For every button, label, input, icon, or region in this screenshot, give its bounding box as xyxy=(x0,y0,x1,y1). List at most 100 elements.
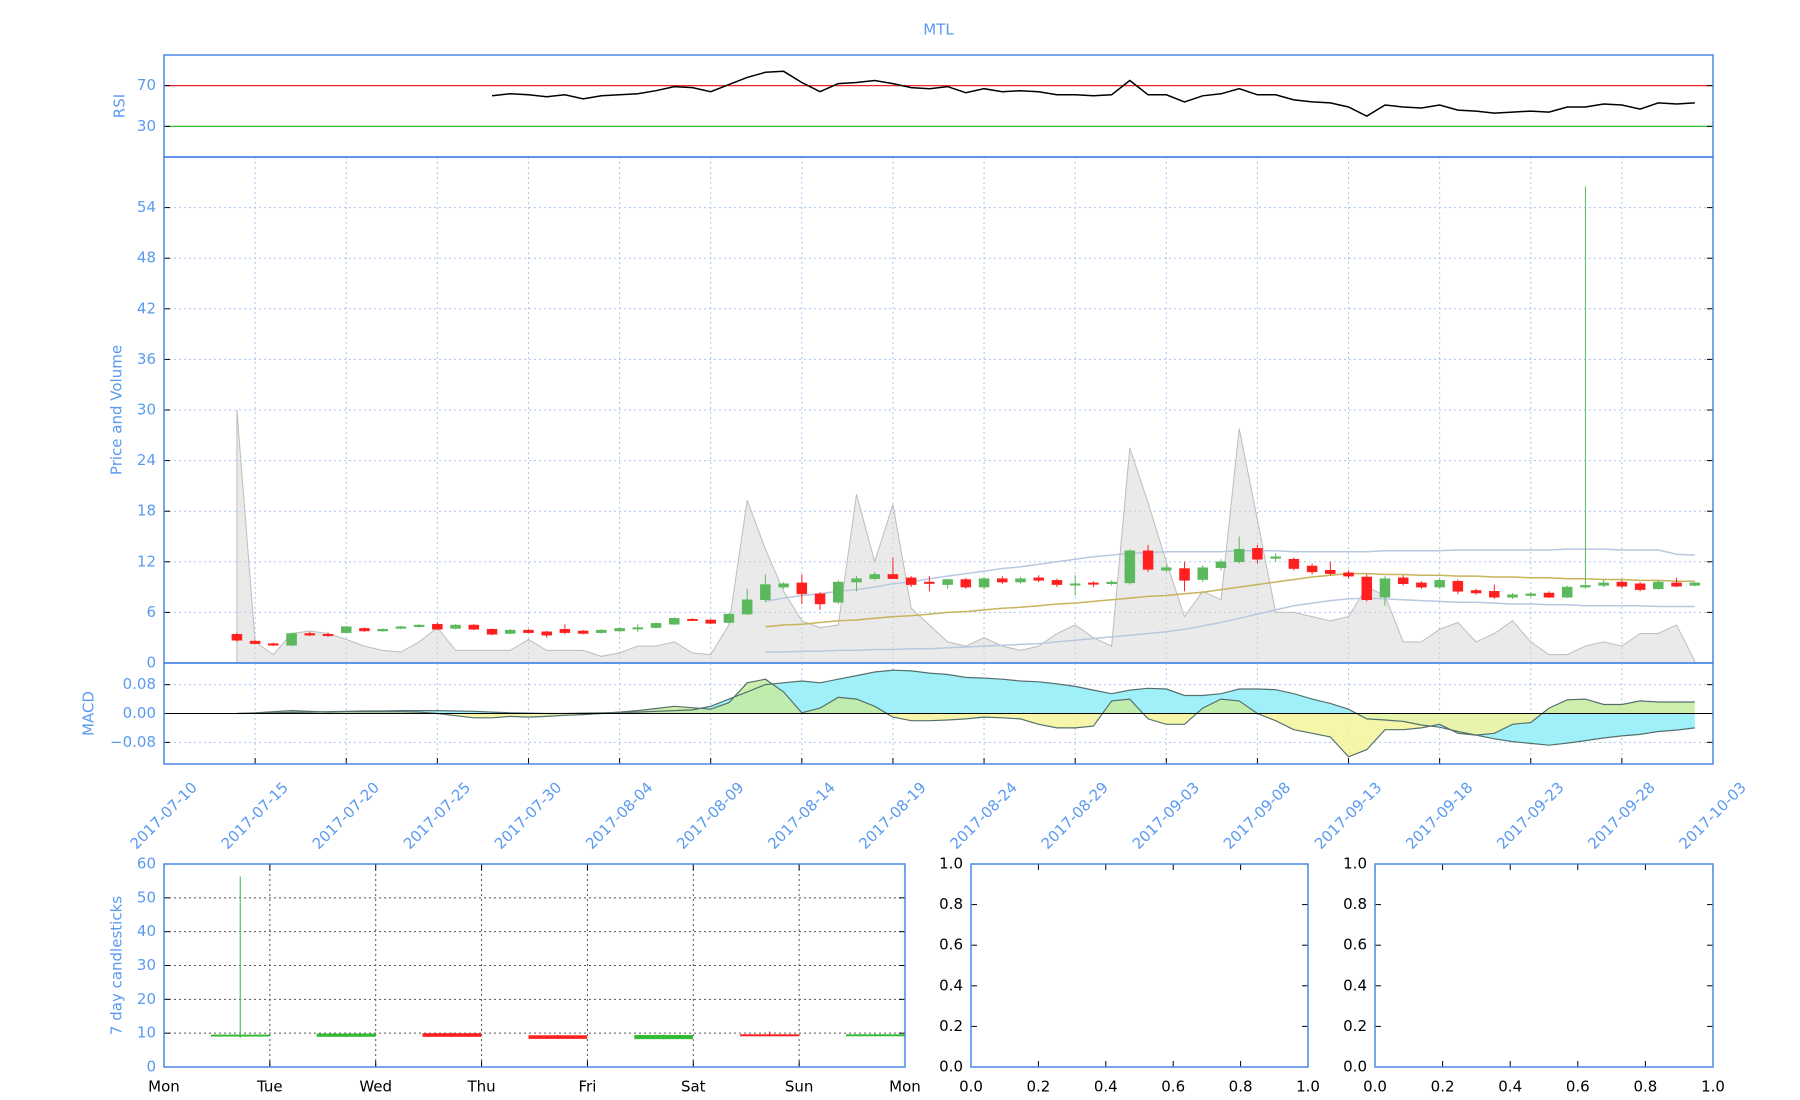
x-tick-label: 2017-08-09 xyxy=(673,778,747,852)
y-tick-label: 0.4 xyxy=(939,976,963,994)
candle-body xyxy=(650,623,662,628)
y-tick-label: 0.8 xyxy=(939,895,963,913)
rsi-line xyxy=(491,70,1695,118)
y-tick-label: 0.6 xyxy=(939,936,963,954)
x-tick-label: 0.0 xyxy=(1363,1078,1387,1096)
y-axis-label: Price and Volume xyxy=(108,345,126,475)
panel: MTL RSI 30 70 xyxy=(111,21,1714,158)
x-tick-label: 2017-08-14 xyxy=(764,778,838,852)
y-tick-label: 0 xyxy=(146,654,156,672)
x-tick-label: 2017-07-30 xyxy=(491,778,565,852)
x-tick-label: 2017-09-28 xyxy=(1584,778,1658,852)
x-tick-label: Fri xyxy=(578,1078,596,1096)
y-tick-label: 1.0 xyxy=(1343,855,1367,873)
candle-body xyxy=(268,643,279,646)
candle-body xyxy=(1598,582,1609,586)
x-tick-label: 0.2 xyxy=(1431,1078,1455,1096)
candle-body xyxy=(1489,591,1500,598)
candle-body xyxy=(577,630,589,634)
y-tick-label: 30 xyxy=(137,117,156,135)
candle-body xyxy=(1616,581,1628,587)
candle-body xyxy=(1561,586,1573,598)
y-tick-label: −0.08 xyxy=(110,733,156,751)
x-tick-label: 2017-10-03 xyxy=(1675,778,1749,852)
panel: 7 day candlesticks 0 10 20 30 40 50 60 Mon Tue Wed… xyxy=(108,855,921,1096)
y-tick-label: 0.00 xyxy=(123,704,156,722)
histogram-line xyxy=(236,678,1695,758)
y-tick-label: 60 xyxy=(137,855,156,873)
y-tick-label: 12 xyxy=(137,552,156,570)
candle-body xyxy=(741,599,753,615)
volume-area xyxy=(236,409,1696,664)
candle-body xyxy=(851,578,862,583)
y-tick-label: 0.6 xyxy=(1343,936,1367,954)
candle-body xyxy=(942,579,953,585)
x-tick-label: 2017-08-19 xyxy=(855,778,929,852)
y-tick-label: 0.0 xyxy=(1343,1058,1367,1076)
candle-body xyxy=(395,626,407,629)
candle-body xyxy=(1397,577,1409,584)
candle-body xyxy=(1325,569,1336,574)
x-tick-label: 0.2 xyxy=(1026,1078,1050,1096)
candle-body xyxy=(210,1034,270,1037)
y-tick-label: 30 xyxy=(137,956,156,974)
x-tick-label: Thu xyxy=(466,1078,495,1096)
candle-body xyxy=(887,574,899,579)
candle-body xyxy=(1507,594,1518,598)
y-tick-label: 40 xyxy=(137,922,156,940)
candle-body xyxy=(1015,578,1026,583)
x-tick-label: Mon xyxy=(889,1078,921,1096)
x-tick-label: Sat xyxy=(681,1078,706,1096)
y-tick-label: 50 xyxy=(137,888,156,906)
candle-body xyxy=(924,581,935,584)
candle-body xyxy=(596,629,607,633)
y-tick-label: 0.8 xyxy=(1343,895,1367,913)
y-axis-label: MACD xyxy=(80,691,98,736)
x-tick-label: 2017-08-29 xyxy=(1038,778,1112,852)
x-tick-label: 2017-09-03 xyxy=(1129,778,1203,852)
y-axis-label: 7 day candlesticks xyxy=(108,896,126,1035)
candle-body xyxy=(905,577,917,585)
candle-body xyxy=(340,626,352,633)
candle-body xyxy=(1161,567,1172,571)
candle-body xyxy=(1215,561,1227,568)
candle-body xyxy=(359,628,370,632)
x-tick-label: Mon xyxy=(148,1078,180,1096)
candle-body xyxy=(1343,572,1354,577)
candle-body xyxy=(740,1034,799,1037)
x-tick-label: 2017-07-25 xyxy=(400,778,474,852)
y-tick-label: 0.4 xyxy=(1343,976,1367,994)
candle-body xyxy=(1252,548,1263,560)
chart-title: MTL xyxy=(923,21,954,39)
candle-body xyxy=(1051,580,1063,585)
candle-body xyxy=(1580,585,1591,588)
y-tick-label: 42 xyxy=(137,299,156,317)
candle-body xyxy=(1142,550,1154,570)
x-tick-label: 2017-09-18 xyxy=(1402,778,1476,852)
candle-body xyxy=(504,629,516,634)
candle-body xyxy=(1434,580,1445,588)
y-tick-label: 0.0 xyxy=(939,1058,963,1076)
candle-body xyxy=(960,579,972,588)
candle-body xyxy=(1452,580,1464,592)
candle-body xyxy=(1106,581,1117,584)
candle-body xyxy=(528,1035,588,1039)
panel: 0.0 0.2 0.4 0.6 0.8 1.0 0.0 0.2 0.4 0.6 0.8 1.0 xyxy=(1343,855,1725,1096)
candle-body xyxy=(1306,565,1318,573)
y-tick-label: 0 xyxy=(146,1058,156,1076)
candle-body xyxy=(796,582,808,595)
candle-body xyxy=(322,634,334,637)
candle-body xyxy=(1634,583,1646,590)
y-tick-label: 20 xyxy=(137,990,156,1008)
y-tick-label: 54 xyxy=(137,198,156,216)
y-tick-label: 1.0 xyxy=(939,855,963,873)
y-tick-label: 0.2 xyxy=(939,1017,963,1035)
candle-body xyxy=(1233,548,1245,563)
candle-body xyxy=(814,593,826,605)
candle-body xyxy=(304,633,316,636)
x-tick-label: 0.4 xyxy=(1094,1078,1118,1096)
x-tick-label: 2017-07-10 xyxy=(126,778,200,852)
candle-body xyxy=(249,640,261,644)
band-line xyxy=(765,548,1695,603)
